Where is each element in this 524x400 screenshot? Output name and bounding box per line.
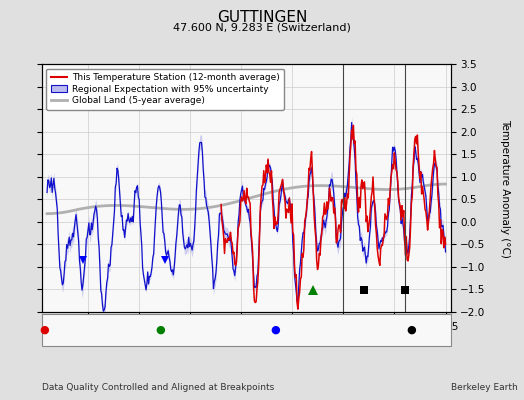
Text: Station Move: Station Move (79, 326, 138, 334)
Text: Data Quality Controlled and Aligned at Breakpoints: Data Quality Controlled and Aligned at B… (42, 383, 274, 392)
Text: ●: ● (407, 325, 416, 335)
Text: Empirical Break: Empirical Break (377, 326, 448, 334)
Legend: This Temperature Station (12-month average), Regional Expectation with 95% uncer: This Temperature Station (12-month avera… (47, 68, 284, 110)
Text: ●: ● (40, 325, 49, 335)
Y-axis label: Temperature Anomaly (°C): Temperature Anomaly (°C) (499, 118, 510, 258)
Text: GUTTINGEN: GUTTINGEN (217, 10, 307, 25)
Text: ●: ● (270, 325, 280, 335)
Text: Berkeley Earth: Berkeley Earth (451, 383, 517, 392)
Text: Time of Obs. Change: Time of Obs. Change (279, 326, 374, 334)
Text: Record Gap: Record Gap (181, 326, 233, 334)
Text: ●: ● (155, 325, 165, 335)
Text: 47.600 N, 9.283 E (Switzerland): 47.600 N, 9.283 E (Switzerland) (173, 22, 351, 32)
